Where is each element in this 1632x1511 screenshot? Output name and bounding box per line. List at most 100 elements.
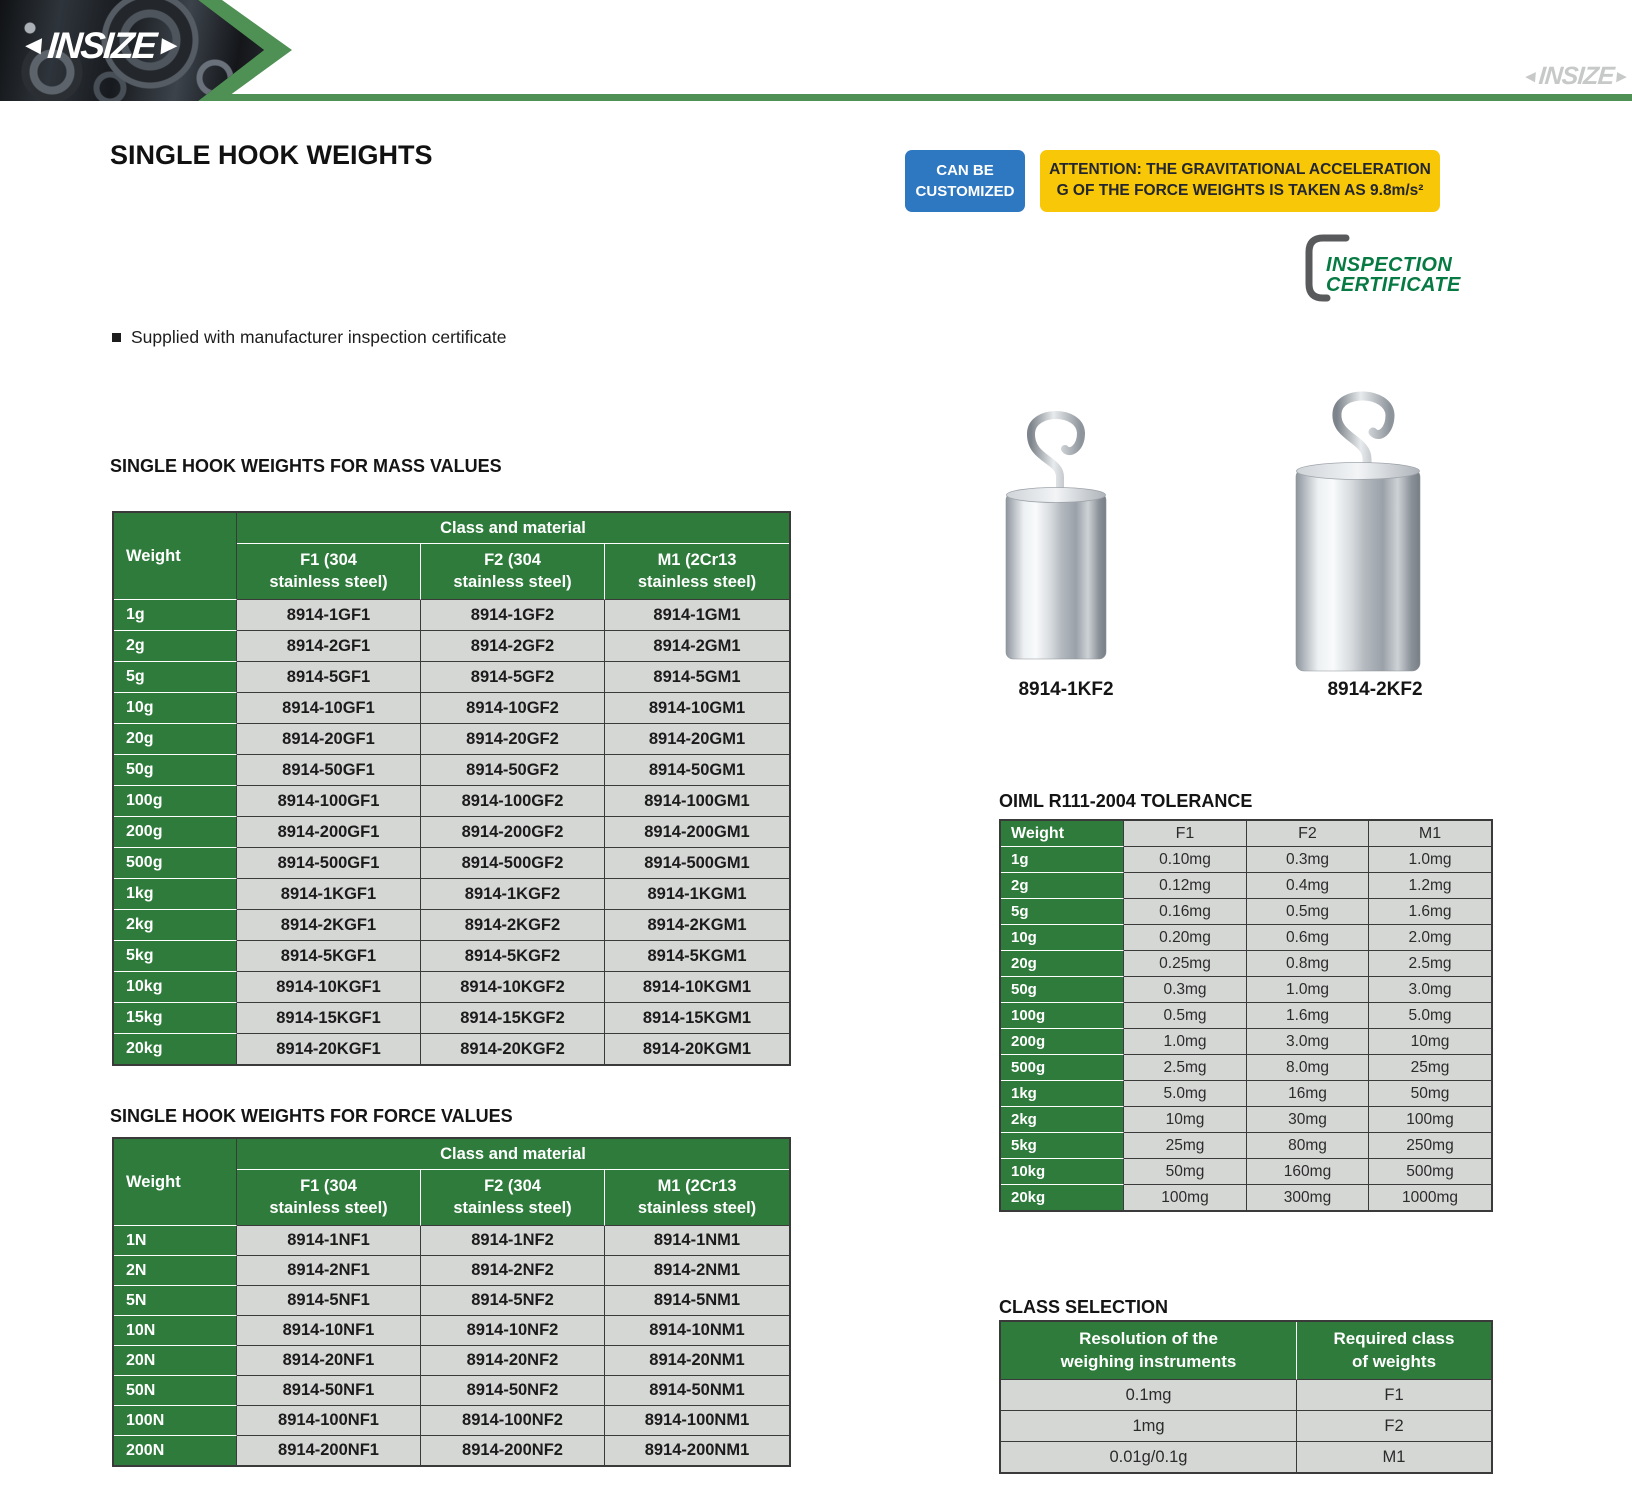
value-cell: 8914-5KGF2 bbox=[421, 941, 605, 972]
value-cell: 8914-50NF1 bbox=[237, 1376, 421, 1406]
value-cell: 8914-5KGF1 bbox=[237, 941, 421, 972]
watermark-arrow-right-icon: ► bbox=[1612, 67, 1631, 86]
value-cell: 8914-5GF2 bbox=[421, 662, 605, 693]
value-cell: 100mg bbox=[1369, 1107, 1491, 1133]
value-cell: 8914-5GF1 bbox=[237, 662, 421, 693]
value-cell: 8914-2KGM1 bbox=[605, 910, 789, 941]
section-title-force: SINGLE HOOK WEIGHTS FOR FORCE VALUES bbox=[110, 1106, 513, 1126]
value-cell: 8914-100GF1 bbox=[237, 786, 421, 817]
value-cell: 1.0mg bbox=[1247, 977, 1369, 1003]
weight-label: 50N bbox=[114, 1376, 237, 1406]
table-row: 1g 8914-1GF1 8914-1GF2 8914-1GM1 bbox=[114, 600, 789, 631]
table-row: 1kg 8914-1KGF1 8914-1KGF2 8914-1KGM1 bbox=[114, 879, 789, 910]
value-cell: 0.4mg bbox=[1247, 873, 1369, 899]
value-cell: 8914-50NF2 bbox=[421, 1376, 605, 1406]
value-cell: 10mg bbox=[1369, 1029, 1491, 1055]
value-cell: 0.1mg bbox=[1001, 1380, 1297, 1411]
class-material-header: Class and material bbox=[237, 1139, 789, 1170]
value-cell: 0.10mg bbox=[1124, 847, 1247, 873]
hook-icon bbox=[1332, 391, 1395, 480]
table-row: 10kg 50mg 160mg 500mg bbox=[1001, 1159, 1491, 1185]
value-cell: 8914-20KGF1 bbox=[237, 1034, 421, 1064]
value-cell: 2.0mg bbox=[1369, 925, 1491, 951]
value-cell: 8914-10GF2 bbox=[421, 693, 605, 724]
value-cell: F2 bbox=[1297, 1411, 1491, 1442]
weight-column-header: Weight bbox=[1001, 821, 1124, 847]
value-cell: 0.20mg bbox=[1124, 925, 1247, 951]
value-cell: 8914-10GF1 bbox=[237, 693, 421, 724]
weight-label: 100g bbox=[114, 786, 237, 817]
value-cell: 8914-15KGF1 bbox=[237, 1003, 421, 1034]
table-row: 200N 8914-200NF1 8914-200NF2 8914-200NM1 bbox=[114, 1436, 789, 1465]
weight-label: 200g bbox=[1001, 1029, 1124, 1055]
weight-label: 1g bbox=[1001, 847, 1124, 873]
value-cell: 8914-2GF1 bbox=[237, 631, 421, 662]
value-cell: 1.0mg bbox=[1124, 1029, 1247, 1055]
value-cell: 8914-100NM1 bbox=[605, 1406, 789, 1436]
watermark-text: INSIZE bbox=[1537, 62, 1615, 90]
weight-label: 100g bbox=[1001, 1003, 1124, 1029]
can-be-customized-badge: CAN BE CUSTOMIZED bbox=[905, 150, 1025, 212]
value-cell: 8914-200GM1 bbox=[605, 817, 789, 848]
col-header-f2: F2 (304 stainless steel) bbox=[421, 1170, 605, 1226]
header-machinery-photo: ◄ INSIZE ► bbox=[0, 0, 264, 101]
value-cell: 8914-2GF2 bbox=[421, 631, 605, 662]
attention-badge: ATTENTION: THE GRAVITATIONAL ACCELERATIO… bbox=[1040, 150, 1440, 212]
table-row: 5kg 25mg 80mg 250mg bbox=[1001, 1133, 1491, 1159]
table-row: 50N 8914-50NF1 8914-50NF2 8914-50NM1 bbox=[114, 1376, 789, 1406]
force-values-table: Weight Class and material F1 (304 stainle… bbox=[112, 1137, 791, 1467]
logo-arrow-right-icon: ► bbox=[154, 30, 185, 60]
weight-label: 20kg bbox=[114, 1034, 237, 1064]
value-cell: 8914-2NF1 bbox=[237, 1256, 421, 1286]
value-cell: 0.6mg bbox=[1247, 925, 1369, 951]
value-cell: 8914-2NF2 bbox=[421, 1256, 605, 1286]
value-cell: 8914-1GM1 bbox=[605, 600, 789, 631]
table-row: 1g 0.10mg 0.3mg 1.0mg bbox=[1001, 847, 1491, 873]
table-row: 2kg 10mg 30mg 100mg bbox=[1001, 1107, 1491, 1133]
table-row: 5g 0.16mg 0.5mg 1.6mg bbox=[1001, 899, 1491, 925]
table-row: 50g 0.3mg 1.0mg 3.0mg bbox=[1001, 977, 1491, 1003]
value-cell: 8914-2KGF2 bbox=[421, 910, 605, 941]
value-cell: 8914-10NF1 bbox=[237, 1316, 421, 1346]
table-row: 10kg 8914-10KGF1 8914-10KGF2 8914-10KGM1 bbox=[114, 972, 789, 1003]
bullet-text: Supplied with manufacturer inspection ce… bbox=[131, 327, 507, 347]
value-cell: 8914-20GF1 bbox=[237, 724, 421, 755]
value-cell: 0.3mg bbox=[1124, 977, 1247, 1003]
mass-values-table: Weight Class and material F1 (304 stainle… bbox=[112, 511, 791, 1066]
value-cell: 8914-500GF1 bbox=[237, 848, 421, 879]
weight-label: 500g bbox=[1001, 1055, 1124, 1081]
col-header-m1: M1 (2Cr13 stainless steel) bbox=[605, 1170, 789, 1226]
value-cell: 8914-100GM1 bbox=[605, 786, 789, 817]
table-row: 2N 8914-2NF1 8914-2NF2 8914-2NM1 bbox=[114, 1256, 789, 1286]
table-row: 50g 8914-50GF1 8914-50GF2 8914-50GM1 bbox=[114, 755, 789, 786]
col-header-m1: M1 (2Cr13 stainless steel) bbox=[605, 544, 789, 600]
table-row: 500g 2.5mg 8.0mg 25mg bbox=[1001, 1055, 1491, 1081]
value-cell: 0.3mg bbox=[1247, 847, 1369, 873]
weight-column-header: Weight bbox=[114, 513, 237, 600]
weight-label: 20kg bbox=[1001, 1185, 1124, 1210]
weight-label: 20g bbox=[1001, 951, 1124, 977]
value-cell: 0.01g/0.1g bbox=[1001, 1442, 1297, 1472]
badge-line: ATTENTION: THE GRAVITATIONAL ACCELERATIO… bbox=[1049, 161, 1431, 179]
col-header-f1: F1 bbox=[1124, 821, 1247, 847]
table-row: 2kg 8914-2KGF1 8914-2KGF2 8914-2KGM1 bbox=[114, 910, 789, 941]
value-cell: 8914-10KGM1 bbox=[605, 972, 789, 1003]
table-row: 1mg F2 bbox=[1001, 1411, 1491, 1442]
logo-arrow-left-icon: ◄ bbox=[18, 30, 49, 60]
table-row: 5N 8914-5NF1 8914-5NF2 8914-5NM1 bbox=[114, 1286, 789, 1316]
value-cell: 250mg bbox=[1369, 1133, 1491, 1159]
weight-label: 10g bbox=[1001, 925, 1124, 951]
value-cell: 8914-20NM1 bbox=[605, 1346, 789, 1376]
watermark-arrow-left-icon: ◄ bbox=[1520, 67, 1540, 86]
weight-label: 1g bbox=[114, 600, 237, 631]
value-cell: 3.0mg bbox=[1369, 977, 1491, 1003]
value-cell: 8914-20GF2 bbox=[421, 724, 605, 755]
weight-label: 2N bbox=[114, 1256, 237, 1286]
resolution-column-header: Resolution of the weighing instruments bbox=[1001, 1322, 1297, 1380]
value-cell: 8914-200NM1 bbox=[605, 1436, 789, 1465]
value-cell: 16mg bbox=[1247, 1081, 1369, 1107]
value-cell: 8914-10GM1 bbox=[605, 693, 789, 724]
value-cell: 8914-5NF2 bbox=[421, 1286, 605, 1316]
value-cell: 25mg bbox=[1124, 1133, 1247, 1159]
